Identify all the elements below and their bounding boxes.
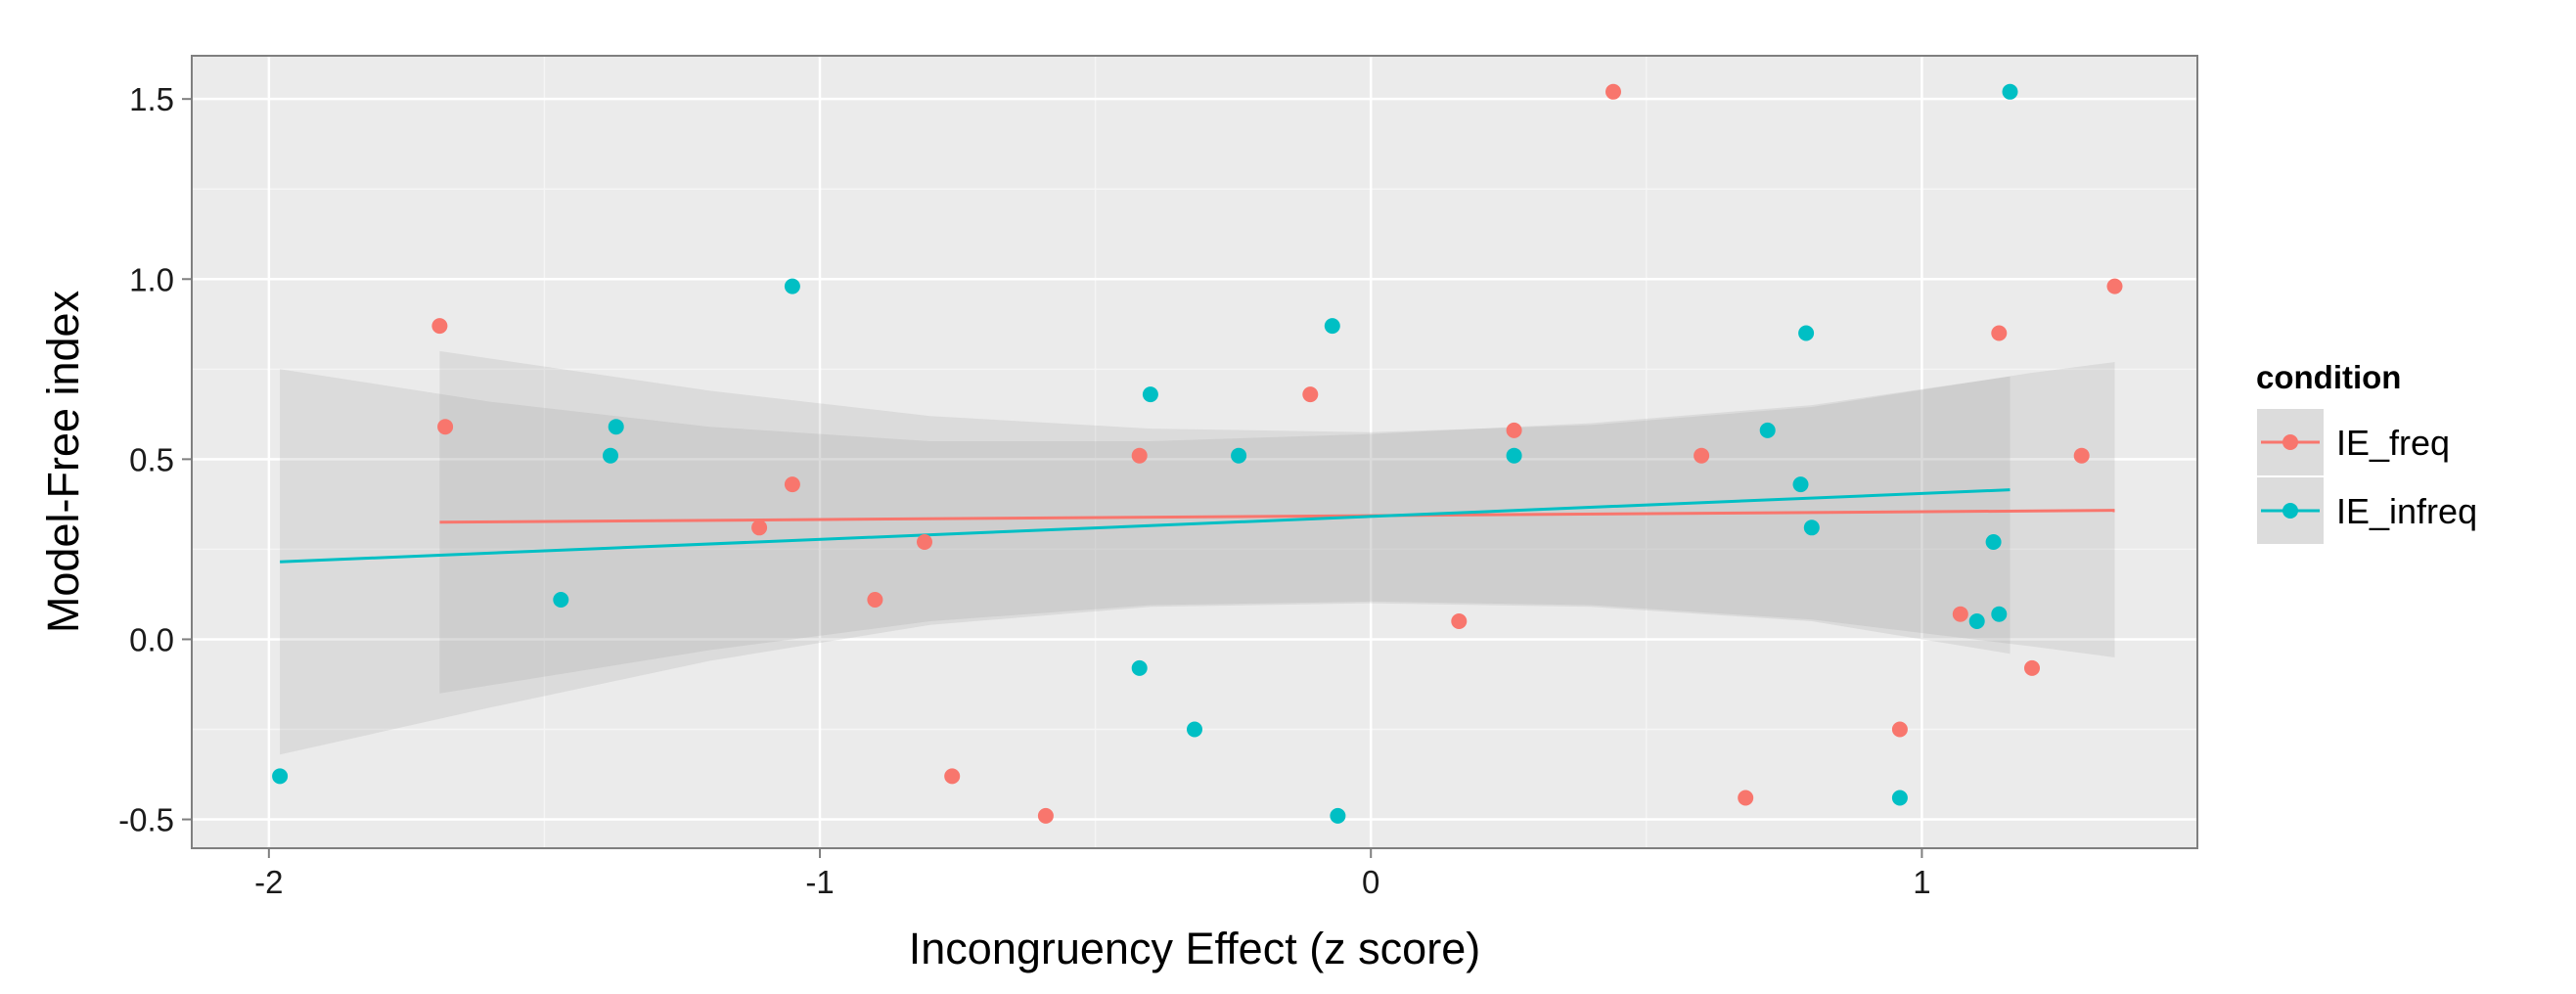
panel-background <box>192 56 2197 848</box>
data-point-IE_infreq <box>1968 613 1985 629</box>
panel-frame <box>191 55 2198 849</box>
confidence-band-IE_freq <box>439 350 2115 694</box>
x-tick-label: 1 <box>1913 864 1930 900</box>
x-tick-label: -2 <box>254 864 283 900</box>
data-point-IE_freq <box>1694 447 1710 464</box>
data-point-IE_freq <box>1037 807 1054 824</box>
data-point-IE_freq <box>867 592 883 608</box>
legend-title: condition <box>2256 359 2401 395</box>
data-point-IE_infreq <box>272 768 289 785</box>
legend-label-IE_freq[interactable]: IE_freq <box>2336 423 2450 463</box>
y-tick-label: 1.5 <box>129 81 174 117</box>
data-point-IE_freq <box>2106 278 2123 294</box>
trend-lines <box>280 488 2115 564</box>
y-tick-label: 0.0 <box>129 621 174 657</box>
legend-key-point[interactable] <box>2282 434 2298 450</box>
data-point-IE_freq <box>1302 386 1319 403</box>
data-point-IE_freq <box>1451 613 1468 629</box>
confidence-bands <box>280 350 2115 755</box>
axes: -2 -1 0 1 -0.5 0.0 0.5 1.0 1.5 Incongruency Effec… <box>38 81 1931 973</box>
data-point-IE_freq <box>1131 447 1148 464</box>
gridlines <box>192 56 2197 848</box>
data-point-IE_infreq <box>1187 721 1202 738</box>
panel-border <box>191 55 2198 849</box>
data-point-IE_infreq <box>1792 476 1809 493</box>
trend-line-IE_freq <box>439 509 2115 524</box>
data-point-IE_freq <box>437 419 454 435</box>
data-point-IE_infreq <box>1506 447 1522 464</box>
legend[interactable]: condition IE_freq IE_infreq <box>2255 359 2477 546</box>
data-point-IE_infreq <box>1131 659 1148 676</box>
data-point-IE_freq <box>1952 606 1968 622</box>
data-point-IE_infreq <box>1330 807 1346 824</box>
data-point-IE_infreq <box>1798 325 1815 341</box>
data-point-IE_infreq <box>603 447 618 464</box>
data-point-IE_freq <box>2073 447 2090 464</box>
data-point-IE_infreq <box>1985 534 2002 550</box>
y-tick-label: 1.0 <box>129 261 174 297</box>
data-point-IE_infreq <box>553 592 569 608</box>
data-point-IE_freq <box>751 520 768 536</box>
data-point-IE_freq <box>431 318 448 335</box>
data-point-IE_freq <box>1506 422 1522 438</box>
data-point-IE_freq <box>784 476 800 493</box>
y-axis-title: Model-Free index <box>38 290 88 633</box>
data-point-IE_infreq <box>2002 83 2018 100</box>
confidence-band-IE_infreq <box>280 369 2011 755</box>
data-point-IE_freq <box>917 534 932 550</box>
x-tick-label: -1 <box>805 864 834 900</box>
y-tick-label: -0.5 <box>118 802 174 838</box>
y-tick-label: 0.5 <box>129 441 174 477</box>
data-point-IE_infreq <box>1991 606 2008 622</box>
data-point-IE_infreq <box>1759 422 1776 438</box>
trend-line-IE_infreq <box>280 488 2011 564</box>
plot-panel <box>192 56 2197 848</box>
x-axis-title: Incongruency Effect (z score) <box>909 924 1480 973</box>
data-point-IE_infreq <box>1231 447 1247 464</box>
data-point-IE_freq <box>1738 790 1754 806</box>
data-point-IE_infreq <box>608 419 624 435</box>
data-point-IE_infreq <box>1803 520 1820 536</box>
data-point-IE_infreq <box>1142 386 1158 403</box>
data-point-IE_freq <box>944 768 961 785</box>
data-point-IE_infreq <box>784 278 800 294</box>
data-point-IE_infreq <box>1891 790 1908 806</box>
data-points <box>272 83 2123 824</box>
x-tick-label: 0 <box>1362 864 1379 900</box>
legend-label-IE_infreq[interactable]: IE_infreq <box>2336 491 2477 531</box>
data-point-IE_freq <box>1891 721 1908 738</box>
data-point-IE_freq <box>2024 659 2040 676</box>
data-point-IE_infreq <box>1324 318 1340 335</box>
legend-key-point[interactable] <box>2282 503 2298 519</box>
data-point-IE_freq <box>1605 83 1621 100</box>
data-point-IE_freq <box>1991 325 2008 341</box>
